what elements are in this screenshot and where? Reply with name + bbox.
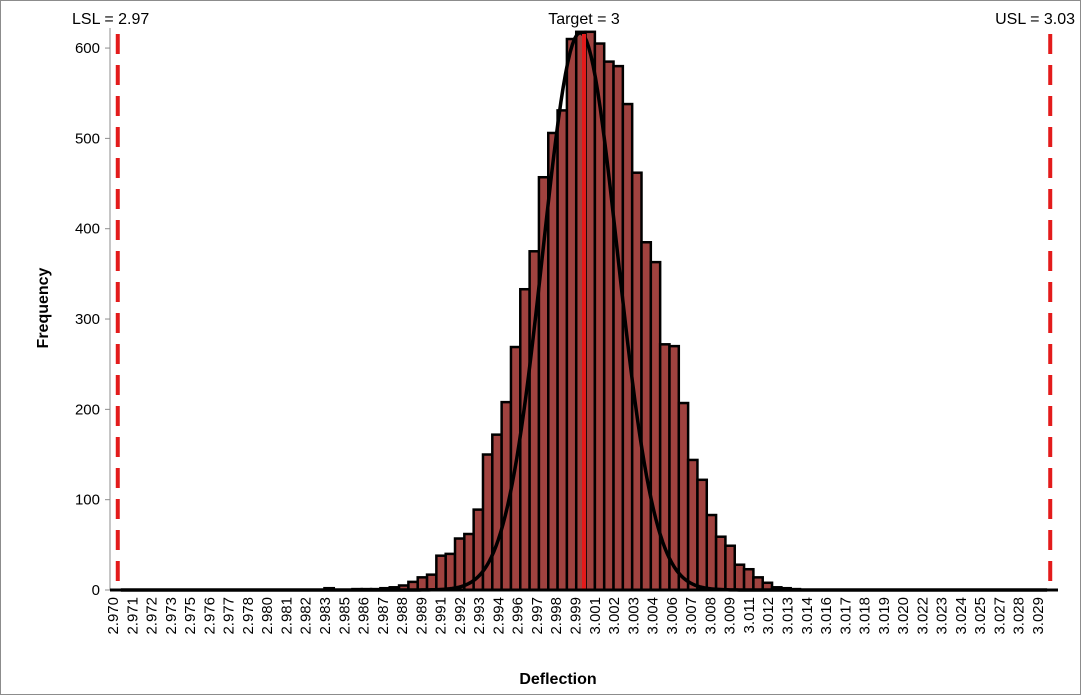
histogram-bar xyxy=(435,554,447,592)
x-tick-label: 2.970 xyxy=(105,597,122,635)
histogram-bar xyxy=(584,30,597,592)
axes-layer xyxy=(109,28,1058,592)
x-tick-labels: 2.970 2.971 2.972 2.973 2.975 2.976 2.977 2.978… xyxy=(105,597,1047,635)
x-tick-label: 3.027 xyxy=(991,597,1008,635)
y-tick-labels: 0 100 200 300 400 500 600 xyxy=(75,40,110,599)
x-tick-label: 3.001 xyxy=(587,597,604,635)
x-tick-label: 2.982 xyxy=(298,597,315,635)
x-tick-label: 3.029 xyxy=(1030,597,1047,635)
y-axis-title: Frequency xyxy=(35,267,52,348)
x-tick-label: 3.017 xyxy=(837,597,854,635)
spec-lines-layer: LSL = 2.97 Target = 3 USL = 3.03 xyxy=(72,11,1075,590)
histogram-bar xyxy=(742,567,755,592)
histogram-bar xyxy=(416,576,429,592)
histogram-bar xyxy=(724,544,736,592)
histogram-bar xyxy=(714,535,727,592)
x-tick-label: 3.006 xyxy=(664,597,681,635)
histogram-bar xyxy=(425,573,438,592)
histogram-bar xyxy=(733,563,746,592)
x-tick-label: 2.973 xyxy=(163,597,180,635)
x-tick-label: 2.989 xyxy=(413,597,430,635)
x-tick-label: 3.013 xyxy=(779,597,796,635)
x-tick-label: 3.018 xyxy=(857,597,874,635)
x-tick-label: 2.981 xyxy=(278,597,295,635)
spec-label: LSL = 2.97 xyxy=(72,11,149,28)
x-tick-label: 3.012 xyxy=(760,597,777,635)
x-tick-label: 2.971 xyxy=(124,597,141,635)
x-tick-label: 3.002 xyxy=(606,597,623,635)
histogram-bar xyxy=(444,552,457,592)
x-axis-title: Deflection xyxy=(519,671,596,688)
x-tick-label: 2.976 xyxy=(201,597,218,635)
x-tick-label: 3.003 xyxy=(625,597,642,635)
x-tick-label: 3.007 xyxy=(683,597,700,635)
bars-layer xyxy=(323,30,802,592)
spec-label: Target = 3 xyxy=(548,11,620,28)
x-tick-label: 3.028 xyxy=(1011,597,1028,635)
y-tick-label: 200 xyxy=(75,401,100,418)
x-tick-label: 2.972 xyxy=(144,597,161,635)
x-tick-label: 2.994 xyxy=(490,597,507,635)
x-tick-label: 2.977 xyxy=(221,597,238,635)
y-tick-label: 600 xyxy=(75,40,100,57)
histogram-bar xyxy=(556,109,569,592)
x-tick-label: 2.993 xyxy=(471,597,488,635)
x-tick-label: 2.988 xyxy=(394,597,411,635)
x-tick-label: 2.987 xyxy=(375,597,392,635)
x-tick-label: 2.998 xyxy=(548,597,565,635)
x-tick-label: 2.991 xyxy=(433,597,450,635)
histogram-bar xyxy=(453,537,466,592)
x-tick-label: 3.024 xyxy=(953,597,970,635)
x-tick-label: 3.025 xyxy=(972,597,989,635)
histogram-bar xyxy=(677,401,690,592)
x-tick-label: 3.019 xyxy=(876,597,893,635)
y-tick-label: 500 xyxy=(75,130,100,147)
x-tick-label: 2.986 xyxy=(356,597,373,635)
histogram-bar xyxy=(649,260,662,592)
x-tick-label: 3.023 xyxy=(934,597,951,635)
histogram-bar xyxy=(752,576,764,592)
y-tick-label: 400 xyxy=(75,221,100,238)
x-tick-label: 3.022 xyxy=(914,597,931,635)
x-tick-label: 2.983 xyxy=(317,597,334,635)
x-tick-label: 3.014 xyxy=(799,597,816,635)
histogram-bar xyxy=(668,344,681,592)
x-tick-label: 3.004 xyxy=(645,597,662,635)
x-tick-label: 3.008 xyxy=(702,597,719,635)
x-tick-label: 2.992 xyxy=(452,597,469,635)
histogram-bar xyxy=(612,64,625,592)
x-tick-label: 3.020 xyxy=(895,597,912,635)
x-tick-label: 2.999 xyxy=(568,597,585,635)
y-tick-label: 300 xyxy=(75,311,100,328)
x-tick-label: 3.016 xyxy=(818,597,835,635)
y-tick-label: 0 xyxy=(92,582,100,599)
histogram-bar xyxy=(686,458,699,592)
x-tick-label: 2.985 xyxy=(336,597,353,635)
histogram-bar xyxy=(491,433,503,592)
histogram-bar xyxy=(565,37,578,592)
x-tick-label: 2.996 xyxy=(510,597,527,635)
x-tick-label: 3.009 xyxy=(722,597,739,635)
x-tick-label: 2.978 xyxy=(240,597,257,635)
x-tick-label: 2.997 xyxy=(529,597,546,635)
x-tick-label: 3.011 xyxy=(741,597,758,633)
y-tick-label: 100 xyxy=(75,492,100,509)
spec-label: USL = 3.03 xyxy=(995,11,1075,28)
histogram-bar xyxy=(705,513,718,592)
histogram-bar xyxy=(696,478,709,592)
x-tick-label: 2.980 xyxy=(259,597,276,635)
histogram-bar xyxy=(519,287,531,592)
x-tick-label: 2.975 xyxy=(182,597,199,635)
histogram-bar xyxy=(640,241,653,592)
